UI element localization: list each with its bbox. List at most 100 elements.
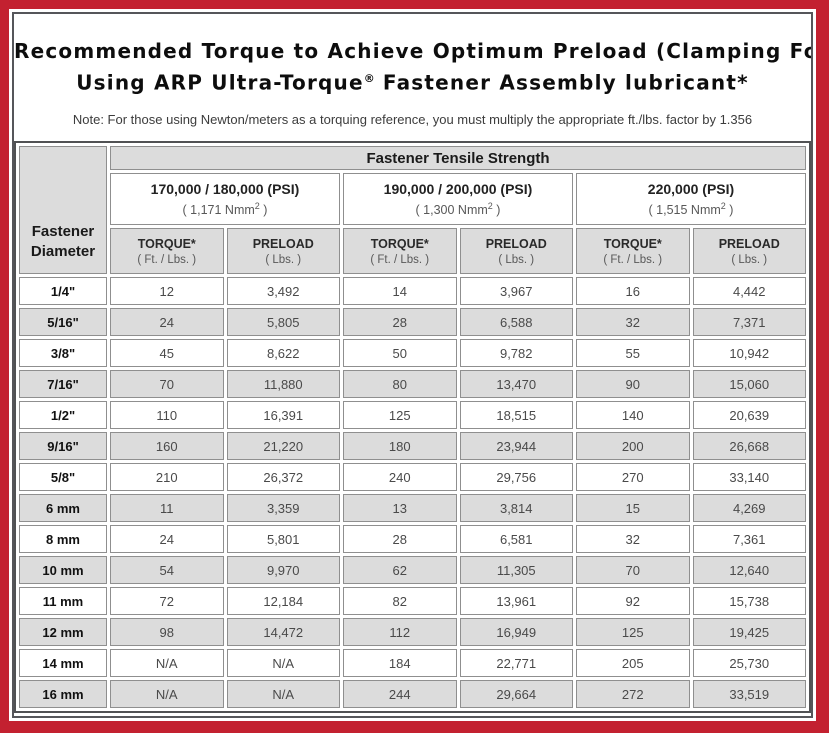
torque-cell: 24 [110,308,224,336]
preload-cell: 13,961 [459,587,573,615]
diameter-cell: 8 mm [19,525,107,553]
table-row: 5/8" 210 26,372 240 29,756 270 33,140 [19,463,806,491]
preload-cell: 16,391 [226,401,340,429]
torque-cell: 72 [110,587,224,615]
tensile-strength-header: Fastener Tensile Strength [110,146,806,170]
diameter-cell: 10 mm [19,556,107,584]
preload-header-1: PRELOAD ( Lbs. ) [226,228,340,274]
torque-cell: 272 [576,680,690,708]
preload-cell: 18,515 [459,401,573,429]
diameter-cell: 5/16" [19,308,107,336]
table-row: 3/8" 45 8,622 50 9,782 55 10,942 [19,339,806,367]
preload-cell: 8,622 [226,339,340,367]
torque-cell: 50 [343,339,457,367]
torque-cell: N/A [110,649,224,677]
corner-header-fastener-diameter: Fastener Diameter [19,146,107,274]
nmm-open: ( 1,300 Nmm [415,203,488,218]
preload-cell: 11,305 [459,556,573,584]
preload-cell: 16,949 [459,618,573,646]
page-title-line2: Using ARP Ultra-Torque® Fastener Assembl… [14,65,811,97]
preload-cell: 22,771 [459,649,573,677]
nmm-sup: 2 [254,200,260,211]
torque-cell: 200 [576,432,690,460]
psi-group-row: 170,000 / 180,000 (PSI) ( 1,171 Nmm2 ) 1… [19,173,806,225]
torque-cell: 70 [110,370,224,398]
preload-cell: 11,880 [226,370,340,398]
corner-line1: Fastener [31,223,95,240]
torque-cell: 240 [343,463,457,491]
torque-cell: 125 [576,618,690,646]
diameter-cell: 9/16" [19,432,107,460]
preload-cell: 29,756 [459,463,573,491]
content-panel: Recommended Torque to Achieve Optimum Pr… [12,12,813,718]
torque-cell: 24 [110,525,224,553]
preload-cell: 13,470 [459,370,573,398]
preload-cell: 3,814 [459,494,573,522]
preload-cell: 10,942 [692,339,806,367]
torque-unit: ( Ft. / Lbs. ) [603,253,663,266]
torque-cell: 14 [343,277,457,305]
preload-cell: 20,639 [692,401,806,429]
preload-cell: 9,970 [226,556,340,584]
nmm-close: ) [259,203,268,218]
psi-label: 220,000 (PSI) [647,180,735,197]
preload-cell: N/A [226,649,340,677]
preload-cell: 3,492 [226,277,340,305]
psi-group-190-200: 190,000 / 200,000 (PSI) ( 1,300 Nmm2 ) [343,173,573,225]
preload-cell: 4,442 [692,277,806,305]
torque-cell: 140 [576,401,690,429]
page-title-line1: Recommended Torque to Achieve Optimum Pr… [14,39,813,63]
preload-cell: 23,944 [459,432,573,460]
nmm-label: ( 1,515 Nmm2 ) [577,201,805,217]
nmm-open: ( 1,515 Nmm [648,203,721,218]
diameter-cell: 14 mm [19,649,107,677]
torque-cell: 28 [343,308,457,336]
torque-cell: N/A [110,680,224,708]
diameter-cell: 1/2" [19,401,107,429]
nmm-sup: 2 [720,200,726,211]
corner-line2: Diameter [30,242,96,260]
preload-cell: 14,472 [226,618,340,646]
table-row: 12 mm 98 14,472 112 16,949 125 19,425 [19,618,806,646]
torque-header-2: TORQUE* ( Ft. / Lbs. ) [343,228,457,274]
nmm-sup: 2 [487,200,493,211]
preload-cell: 26,372 [226,463,340,491]
torque-cell: 180 [343,432,457,460]
torque-cell: 11 [110,494,224,522]
preload-cell: 6,588 [459,308,573,336]
torque-cell: 112 [343,618,457,646]
preload-cell: N/A [226,680,340,708]
torque-cell: 82 [343,587,457,615]
table-row: 5/16" 24 5,805 28 6,588 32 7,371 [19,308,806,336]
torque-header-3: TORQUE* ( Ft. / Lbs. ) [576,228,690,274]
torque-cell: 55 [576,339,690,367]
preload-header-2: PRELOAD ( Lbs. ) [459,228,573,274]
preload-cell: 26,668 [692,432,806,460]
preload-cell: 15,738 [692,587,806,615]
torque-cell: 205 [576,649,690,677]
table-body: Fastener Diameter Fastener Tensile Stren… [19,146,806,708]
preload-cell: 25,730 [692,649,806,677]
nmm-label: ( 1,300 Nmm2 ) [344,201,572,217]
torque-cell: 13 [343,494,457,522]
title-line2-prefix: Using ARP Ultra-Torque [76,70,364,95]
preload-cell: 33,140 [692,463,806,491]
torque-unit: ( Ft. / Lbs. ) [137,253,197,266]
psi-label: 190,000 / 200,000 (PSI) [383,180,533,197]
diameter-cell: 12 mm [19,618,107,646]
diameter-cell: 11 mm [19,587,107,615]
preload-unit: ( Lbs. ) [265,253,302,266]
preload-label: PRELOAD [718,236,780,251]
preload-cell: 7,361 [692,525,806,553]
preload-cell: 5,801 [226,525,340,553]
table-row: 6 mm 11 3,359 13 3,814 15 4,269 [19,494,806,522]
nmm-close: ) [725,203,734,218]
torque-cell: 16 [576,277,690,305]
torque-cell: 45 [110,339,224,367]
torque-cell: 12 [110,277,224,305]
torque-cell: 54 [110,556,224,584]
table-row: 11 mm 72 12,184 82 13,961 92 15,738 [19,587,806,615]
title-block: Recommended Torque to Achieve Optimum Pr… [14,14,811,141]
diameter-cell: 5/8" [19,463,107,491]
